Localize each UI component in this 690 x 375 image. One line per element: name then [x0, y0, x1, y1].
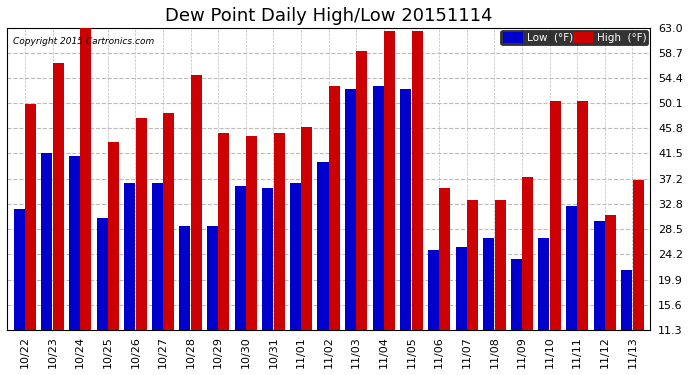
Bar — [163, 112, 174, 375]
Bar — [135, 118, 146, 375]
Bar — [273, 133, 285, 375]
Bar — [384, 31, 395, 375]
Bar — [400, 89, 411, 375]
Bar — [329, 86, 340, 375]
Bar — [511, 258, 522, 375]
Bar — [25, 104, 36, 375]
Bar — [69, 156, 80, 375]
Bar — [357, 51, 368, 375]
Bar — [412, 31, 423, 375]
Bar — [428, 250, 439, 375]
Bar — [373, 86, 384, 375]
Bar — [124, 183, 135, 375]
Bar — [108, 142, 119, 375]
Text: Copyright 2015 Cartronics.com: Copyright 2015 Cartronics.com — [13, 37, 155, 46]
Bar — [550, 101, 561, 375]
Bar — [52, 63, 63, 375]
Bar — [593, 220, 604, 375]
Bar — [605, 215, 616, 375]
Bar — [440, 189, 451, 375]
Bar — [495, 200, 506, 375]
Bar — [80, 25, 91, 375]
Bar — [262, 189, 273, 375]
Bar — [467, 200, 478, 375]
Bar — [218, 133, 229, 375]
Bar — [97, 217, 108, 375]
Bar — [41, 153, 52, 375]
Bar — [152, 183, 163, 375]
Bar — [566, 206, 577, 375]
Bar — [235, 186, 246, 375]
Title: Dew Point Daily High/Low 20151114: Dew Point Daily High/Low 20151114 — [165, 7, 493, 25]
Bar — [578, 101, 589, 375]
Bar — [633, 180, 644, 375]
Bar — [246, 136, 257, 375]
Bar — [207, 226, 218, 375]
Bar — [190, 75, 201, 375]
Bar — [317, 162, 328, 375]
Legend: Low  (°F), High  (°F): Low (°F), High (°F) — [500, 30, 649, 45]
Bar — [14, 209, 25, 375]
Bar — [455, 247, 466, 375]
Bar — [621, 270, 632, 375]
Bar — [179, 226, 190, 375]
Bar — [345, 89, 356, 375]
Bar — [302, 127, 313, 375]
Bar — [538, 238, 549, 375]
Bar — [522, 177, 533, 375]
Bar — [483, 238, 494, 375]
Bar — [290, 183, 301, 375]
